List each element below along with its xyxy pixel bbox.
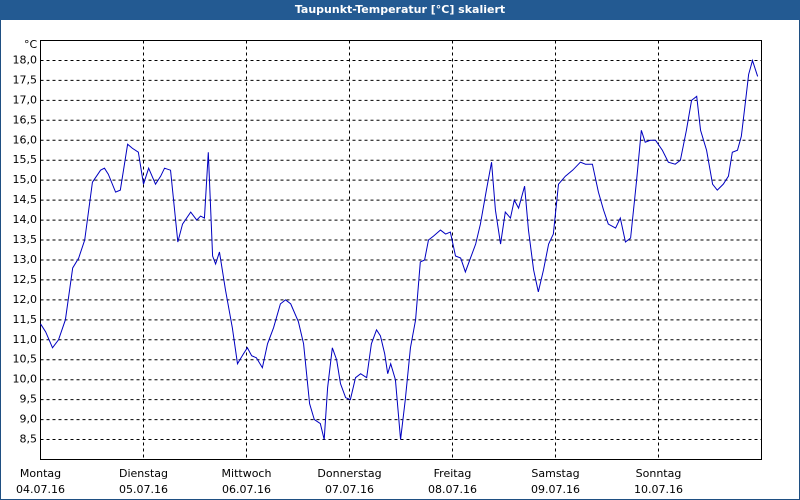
x-tick-date: 08.07.16 [428, 483, 477, 496]
x-tick-label: Samstag [531, 467, 579, 480]
y-tick-label: 15,5 [13, 153, 38, 166]
y-tick-label: 13,0 [13, 253, 38, 266]
y-tick-label: 12,0 [13, 293, 38, 306]
y-tick-label: 10,5 [13, 353, 38, 366]
y-tick-label: 11,0 [13, 333, 38, 346]
y-tick-label: 16,0 [13, 133, 38, 146]
x-tick-label: Donnerstag [317, 467, 381, 480]
x-tick-label: Mittwoch [222, 467, 272, 480]
y-tick-label: 11,5 [13, 313, 38, 326]
data-line [40, 58, 759, 440]
x-tick-label: Sonntag [636, 467, 682, 480]
y-tick-label: 17,0 [13, 93, 38, 106]
y-tick-label: 10,0 [13, 373, 38, 386]
x-tick-date: 07.07.16 [325, 483, 374, 496]
x-tick-date: 05.07.16 [119, 483, 168, 496]
x-tick-label: Dienstag [119, 467, 168, 480]
y-tick-label: 9,0 [20, 413, 38, 426]
y-tick-label: 8,5 [20, 433, 38, 446]
plot-area [40, 40, 762, 460]
y-tick-label: 14,5 [13, 193, 38, 206]
x-tick-date: 06.07.16 [222, 483, 271, 496]
title-bar [0, 0, 800, 20]
chart-title: Taupunkt-Temperatur [°C] skaliert [295, 3, 505, 16]
y-tick-label: 9,5 [20, 393, 38, 406]
y-tick-label: 18,0 [13, 53, 38, 66]
x-tick-date: 09.07.16 [531, 483, 580, 496]
y-tick-label: 13,5 [13, 233, 38, 246]
x-tick-label: Montag [20, 467, 61, 480]
y-tick-label: 14,0 [13, 213, 38, 226]
x-tick-label: Freitag [434, 467, 472, 480]
x-tick-date: 04.07.16 [16, 483, 65, 496]
x-tick-date: 10.07.16 [634, 483, 683, 496]
y-tick-label: 15,0 [13, 173, 38, 186]
y-unit: °C [24, 38, 38, 51]
y-tick-label: 16,5 [13, 113, 38, 126]
y-tick-label: 12,5 [13, 273, 38, 286]
y-tick-label: 17,5 [13, 73, 38, 86]
